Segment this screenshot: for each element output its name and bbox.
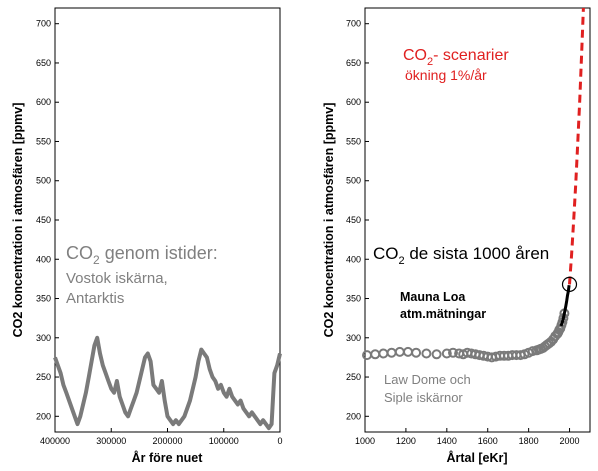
x-tick-label: 200000 bbox=[152, 436, 182, 446]
scenario-dashed-line bbox=[568, 7, 585, 285]
left-x-ticks: 400000 300000 200000 100000 0 bbox=[40, 428, 283, 446]
x-tick-label: 1800 bbox=[519, 436, 539, 446]
y-tick-label: 700 bbox=[36, 19, 51, 29]
y-tick-label: 700 bbox=[346, 19, 361, 29]
right-x-ticks: 1000 1200 1400 1600 1800 2000 bbox=[355, 428, 580, 446]
y-tick-label: 300 bbox=[346, 333, 361, 343]
y-tick-label: 650 bbox=[36, 58, 51, 68]
mauna-loa-label-line2: atm.mätningar bbox=[400, 307, 486, 321]
law-dome-point bbox=[448, 347, 458, 358]
law-dome-label-line2: Siple iskärnor bbox=[384, 390, 463, 405]
y-tick-label: 650 bbox=[346, 58, 361, 68]
y-tick-label: 300 bbox=[36, 333, 51, 343]
x-tick-label: 1000 bbox=[355, 436, 375, 446]
scenario-label-line1: CO2- scenarier bbox=[403, 47, 509, 68]
left-x-axis-label: År före nuet bbox=[132, 450, 204, 465]
x-tick-label: 300000 bbox=[96, 436, 126, 446]
y-tick-label: 500 bbox=[36, 176, 51, 186]
left-panel: 200 250 300 350 400 450 500 550 600 650 700 400000… bbox=[11, 7, 283, 465]
y-tick-label: 250 bbox=[36, 372, 51, 382]
y-tick-label: 200 bbox=[346, 411, 361, 421]
y-tick-label: 200 bbox=[36, 411, 51, 421]
left-annotation-line3: Antarktis bbox=[66, 290, 124, 307]
year-2000-marker bbox=[561, 276, 578, 292]
y-tick-label: 350 bbox=[346, 294, 361, 304]
law-dome-point bbox=[431, 349, 442, 360]
y-tick-label: 400 bbox=[346, 254, 361, 264]
x-tick-label: 400000 bbox=[40, 436, 70, 446]
vostok-series-line bbox=[53, 335, 282, 431]
right-x-axis-label: Årtal [eKr] bbox=[446, 450, 507, 465]
mauna-loa-label-line1: Mauna Loa bbox=[400, 290, 466, 304]
y-tick-label: 600 bbox=[346, 97, 361, 107]
law-dome-point bbox=[441, 348, 452, 359]
y-tick-label: 600 bbox=[36, 97, 51, 107]
y-tick-label: 550 bbox=[36, 136, 51, 146]
x-tick-label: 2000 bbox=[560, 436, 580, 446]
x-tick-label: 0 bbox=[277, 436, 282, 446]
law-dome-label-line1: Law Dome och bbox=[384, 372, 471, 387]
left-y-axis-label: CO2 koncentration i atmosfären [ppmv] bbox=[11, 103, 25, 338]
y-tick-label: 350 bbox=[36, 294, 51, 304]
right-y-ticks: 200 250 300 350 400 450 500 550 600 650 700 bbox=[346, 19, 369, 421]
y-tick-label: 400 bbox=[36, 254, 51, 264]
mauna-loa-series-line bbox=[559, 285, 571, 327]
y-tick-label: 450 bbox=[36, 215, 51, 225]
left-annotation-line2: Vostok iskärna, bbox=[66, 270, 168, 287]
law-dome-point bbox=[411, 347, 422, 358]
y-tick-label: 500 bbox=[346, 176, 361, 186]
y-tick-label: 450 bbox=[346, 215, 361, 225]
x-tick-label: 1400 bbox=[437, 436, 457, 446]
law-dome-point bbox=[421, 348, 432, 359]
y-tick-label: 250 bbox=[346, 372, 361, 382]
right-annotation-title: CO2 de sista 1000 åren bbox=[373, 244, 549, 267]
left-y-ticks: 200 250 300 350 400 450 500 550 600 650 700 bbox=[36, 19, 59, 421]
left-annotation-title: CO2 genom istider: bbox=[66, 243, 218, 267]
x-tick-label: 1200 bbox=[396, 436, 416, 446]
x-tick-label: 1600 bbox=[478, 436, 498, 446]
x-tick-label: 100000 bbox=[209, 436, 239, 446]
right-plot-frame bbox=[364, 7, 591, 433]
right-y-axis-label: CO2 koncentration i atmosfären [ppmv] bbox=[322, 103, 336, 338]
y-tick-label: 550 bbox=[346, 136, 361, 146]
right-panel: 200 250 300 350 400 450 500 550 600 650 700 1000 12… bbox=[322, 7, 591, 465]
scenario-label-line2: ökning 1%/år bbox=[405, 67, 487, 83]
